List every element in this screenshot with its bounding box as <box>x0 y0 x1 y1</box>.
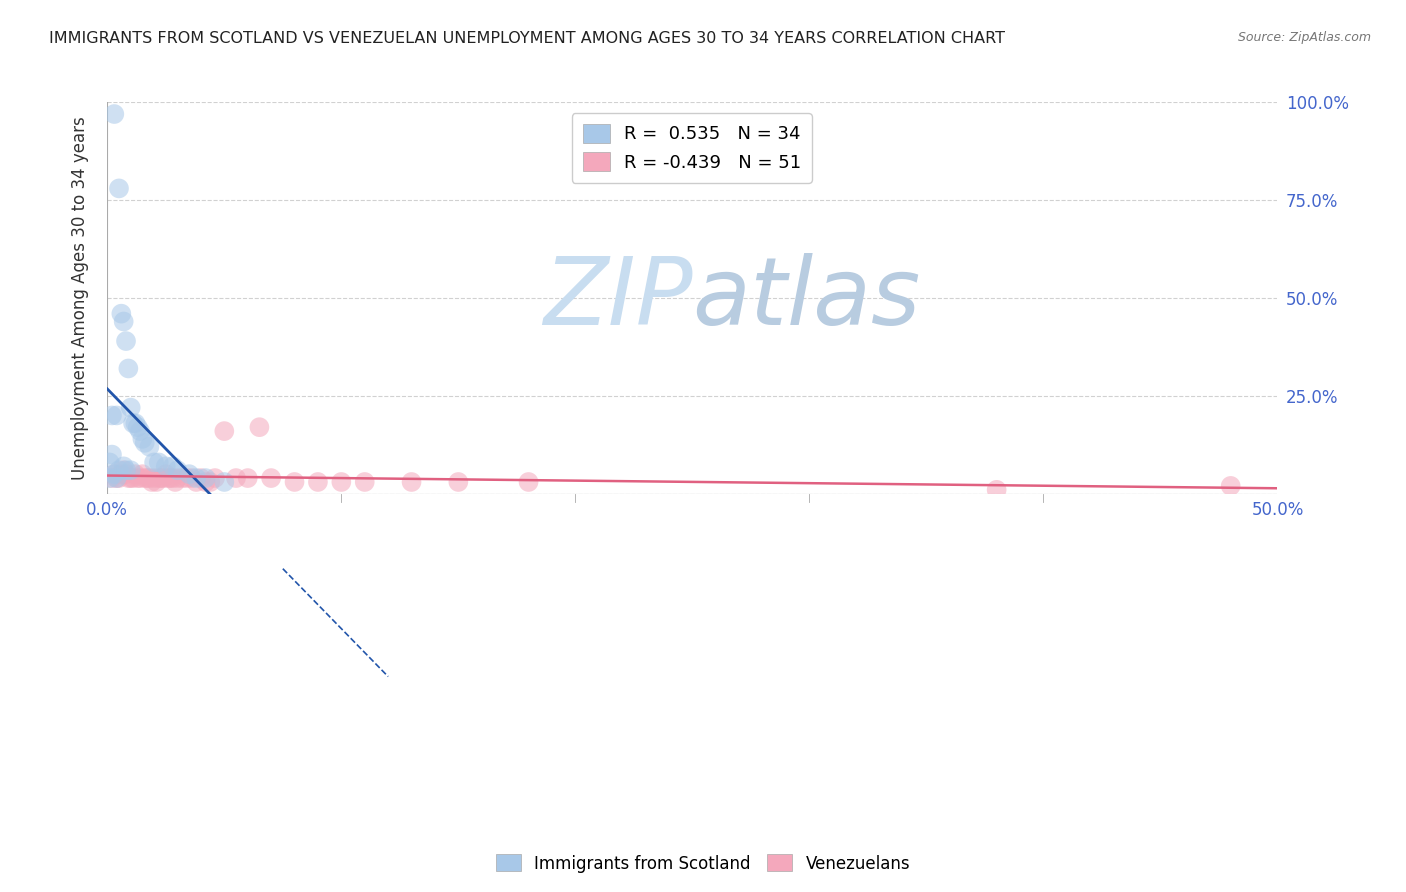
Point <box>143 455 166 469</box>
Point <box>204 471 226 485</box>
Point <box>98 471 121 485</box>
Point <box>112 459 135 474</box>
Point <box>159 471 181 485</box>
Point <box>136 471 159 485</box>
Legend: Immigrants from Scotland, Venezuelans: Immigrants from Scotland, Venezuelans <box>489 847 917 880</box>
Point <box>517 475 540 489</box>
Point <box>157 471 180 485</box>
Point <box>194 475 217 489</box>
Point <box>115 467 138 482</box>
Point <box>120 401 142 415</box>
Point <box>108 181 131 195</box>
Point <box>122 471 145 485</box>
Point <box>145 475 167 489</box>
Point <box>101 471 124 485</box>
Point <box>148 455 170 469</box>
Point <box>180 471 202 485</box>
Point <box>110 467 132 482</box>
Point <box>103 467 125 482</box>
Point <box>194 471 217 485</box>
Point <box>179 467 201 482</box>
Point <box>138 440 160 454</box>
Point <box>401 475 423 489</box>
Point <box>236 471 259 485</box>
Point <box>447 475 470 489</box>
Point <box>190 471 212 485</box>
Point <box>117 471 139 485</box>
Point <box>165 475 187 489</box>
Point <box>353 475 375 489</box>
Point <box>101 409 124 423</box>
Point <box>122 417 145 431</box>
Point <box>162 471 184 485</box>
Point <box>129 471 152 485</box>
Point <box>103 107 125 121</box>
Text: ZIP: ZIP <box>543 252 692 343</box>
Point <box>186 475 208 489</box>
Point <box>110 307 132 321</box>
Point <box>127 471 149 485</box>
Text: Source: ZipAtlas.com: Source: ZipAtlas.com <box>1237 31 1371 45</box>
Point <box>105 409 128 423</box>
Point <box>134 471 156 485</box>
Point <box>108 471 131 485</box>
Point <box>108 463 131 477</box>
Point <box>214 475 236 489</box>
Point <box>143 471 166 485</box>
Point <box>155 459 177 474</box>
Point <box>166 471 188 485</box>
Point <box>200 475 222 489</box>
Point <box>112 463 135 477</box>
Point <box>186 471 208 485</box>
Point <box>155 467 177 482</box>
Legend: R =  0.535   N = 34, R = -0.439   N = 51: R = 0.535 N = 34, R = -0.439 N = 51 <box>572 113 813 183</box>
Point <box>105 471 128 485</box>
Point <box>172 471 194 485</box>
Point <box>283 475 305 489</box>
Point <box>150 471 173 485</box>
Point <box>176 471 198 485</box>
Point <box>124 467 146 482</box>
Point <box>214 424 236 438</box>
Point <box>101 448 124 462</box>
Point <box>120 471 142 485</box>
Point <box>115 463 138 477</box>
Point <box>148 471 170 485</box>
Point <box>152 471 174 485</box>
Point <box>307 475 329 489</box>
Point <box>225 471 247 485</box>
Point <box>129 424 152 438</box>
Point <box>115 334 138 348</box>
Point <box>986 483 1008 497</box>
Text: atlas: atlas <box>692 252 921 343</box>
Point <box>131 467 153 482</box>
Point <box>112 314 135 328</box>
Y-axis label: Unemployment Among Ages 30 to 34 years: Unemployment Among Ages 30 to 34 years <box>72 116 89 480</box>
Point <box>103 467 125 482</box>
Point <box>127 420 149 434</box>
Point <box>120 463 142 477</box>
Point <box>330 475 353 489</box>
Text: IMMIGRANTS FROM SCOTLAND VS VENEZUELAN UNEMPLOYMENT AMONG AGES 30 TO 34 YEARS CO: IMMIGRANTS FROM SCOTLAND VS VENEZUELAN U… <box>49 31 1005 46</box>
Point <box>124 417 146 431</box>
Point <box>249 420 271 434</box>
Point <box>98 455 121 469</box>
Point <box>117 361 139 376</box>
Point <box>134 435 156 450</box>
Point <box>162 459 184 474</box>
Point <box>260 471 283 485</box>
Point <box>141 475 163 489</box>
Point <box>1219 479 1241 493</box>
Point <box>131 432 153 446</box>
Point <box>105 471 128 485</box>
Point <box>138 471 160 485</box>
Point <box>166 463 188 477</box>
